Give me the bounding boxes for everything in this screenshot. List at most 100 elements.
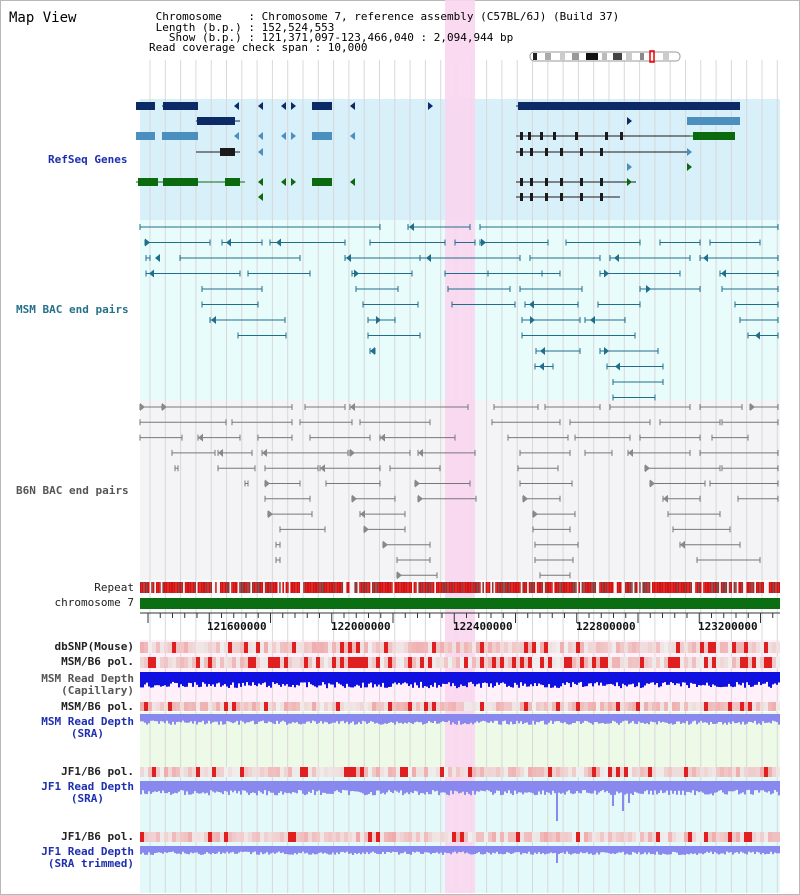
- gene-arrow: [258, 193, 263, 201]
- depth-bar: [188, 781, 190, 795]
- repeat-track[interactable]: [140, 582, 780, 593]
- heat-cell: [468, 702, 472, 711]
- heat-cell: [456, 642, 460, 653]
- heat-cell: [688, 702, 692, 711]
- depth-bar: [374, 672, 376, 685]
- depth-bar: [198, 846, 200, 854]
- depth-bar: [272, 672, 274, 683]
- depth-bar: [756, 714, 758, 725]
- repeat-element: [159, 582, 161, 593]
- depth-bar: [530, 781, 532, 793]
- heat-cell: [756, 832, 760, 842]
- heatmap-tracks[interactable]: [140, 642, 780, 842]
- depth-bar: [614, 672, 616, 687]
- heat-cell: [560, 657, 564, 668]
- track-label-dbsnp[interactable]: dbSNP(Mouse): [54, 640, 134, 653]
- depth-bar: [634, 846, 636, 853]
- heat-cell: [552, 832, 556, 842]
- depth-bar: [336, 714, 338, 722]
- depth-bar: [230, 672, 232, 685]
- depth-bar: [438, 846, 440, 854]
- heat-cell: [752, 767, 756, 777]
- depth-bar: [624, 846, 626, 855]
- depth-bar: [224, 846, 226, 854]
- depth-bar: [626, 672, 628, 687]
- depth-bar: [558, 846, 560, 855]
- track-label-jf1-depth-sra[interactable]: JF1 Read Depth: [41, 780, 134, 793]
- heat-cell: [288, 832, 292, 842]
- track-label-b6n-bac[interactable]: B6N BAC end pairs: [16, 484, 129, 497]
- depth-bar: [180, 781, 182, 791]
- depth-bar: [742, 672, 744, 683]
- heat-cell: [620, 702, 624, 711]
- refseq-genes-track[interactable]: [136, 102, 740, 201]
- repeat-element: [303, 582, 305, 593]
- depth-bar: [350, 714, 352, 723]
- heat-cell: [640, 657, 644, 668]
- track-label-msm-depth-cap[interactable]: MSM Read Depth: [41, 672, 134, 685]
- depth-bar: [210, 672, 212, 686]
- track-label-msm-bac[interactable]: MSM BAC end pairs: [16, 303, 129, 316]
- track-label-jf1-b6-pol-2[interactable]: JF1/B6 pol.: [61, 830, 134, 843]
- heat-cell: [332, 657, 336, 668]
- gene-exon: [162, 132, 198, 140]
- track-label-msm-b6-pol-2[interactable]: MSM/B6 pol.: [61, 700, 134, 713]
- chromosome-ideogram[interactable]: [529, 50, 681, 63]
- heat-cell: [644, 767, 648, 777]
- heat-cell: [140, 832, 144, 842]
- track-label-refseq[interactable]: RefSeq Genes: [48, 153, 128, 166]
- repeat-element: [295, 582, 297, 593]
- repeat-element: [162, 582, 164, 593]
- heat-cell: [356, 657, 360, 668]
- depth-bar: [190, 781, 192, 795]
- depth-bar: [242, 846, 244, 853]
- chromosome-bar[interactable]: [140, 598, 780, 609]
- heat-cell: [244, 702, 248, 711]
- depth-bar: [588, 846, 590, 855]
- heat-cell: [544, 702, 548, 711]
- gene-exon: [530, 148, 533, 156]
- heat-cell: [376, 642, 380, 653]
- track-label-msm-b6-pol[interactable]: MSM/B6 pol.: [61, 655, 134, 668]
- heat-cell: [152, 832, 156, 842]
- depth-bar: [758, 846, 760, 853]
- repeat-element: [221, 582, 224, 593]
- heat-cell: [180, 642, 184, 653]
- gene-exon: [220, 148, 235, 156]
- heat-cell: [376, 767, 380, 777]
- b6n-bac-track[interactable]: [139, 403, 779, 580]
- heat-cell: [444, 642, 448, 653]
- repeat-element: [679, 582, 681, 593]
- track-label-msm-depth-sra[interactable]: MSM Read Depth: [41, 715, 134, 728]
- heat-cell: [768, 702, 772, 711]
- depth-bar: [470, 714, 472, 723]
- read-depth-tracks[interactable]: [140, 672, 780, 863]
- repeat-element: [680, 582, 683, 593]
- depth-bar: [150, 846, 152, 855]
- depth-bar: [444, 714, 446, 723]
- depth-bar: [666, 781, 668, 791]
- depth-bar: [302, 846, 304, 852]
- depth-bar: [586, 672, 588, 687]
- depth-bar: [296, 781, 298, 794]
- depth-bar: [530, 672, 532, 685]
- depth-bar: [492, 672, 494, 688]
- depth-bar: [460, 846, 462, 853]
- heat-cell: [312, 657, 316, 668]
- depth-bar: [260, 672, 262, 685]
- depth-bar: [140, 781, 142, 795]
- depth-bar: [696, 781, 698, 792]
- depth-bar: [776, 846, 778, 854]
- heat-cell: [144, 657, 148, 668]
- heat-cell: [208, 832, 212, 842]
- heat-cell: [232, 702, 236, 711]
- track-label-jf1-b6-pol[interactable]: JF1/B6 pol.: [61, 765, 134, 778]
- depth-bar: [760, 672, 762, 686]
- depth-bar: [758, 714, 760, 724]
- depth-bar: [200, 714, 202, 723]
- depth-bar: [604, 672, 606, 686]
- heat-cell: [364, 642, 368, 653]
- heat-cell: [716, 702, 720, 711]
- msm-bac-track[interactable]: [139, 223, 779, 401]
- track-label-jf1-depth-trim[interactable]: JF1 Read Depth: [41, 845, 134, 858]
